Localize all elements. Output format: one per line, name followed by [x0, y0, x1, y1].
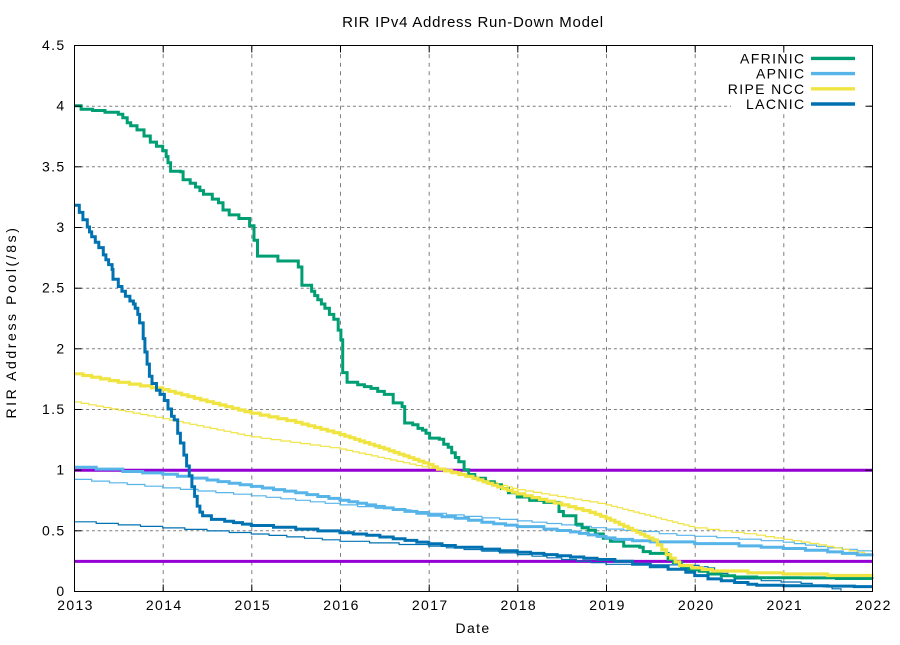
svg-text:RIR Address Pool(/8s): RIR Address Pool(/8s): [3, 225, 19, 418]
svg-text:2019: 2019: [589, 597, 626, 613]
svg-text:2020: 2020: [678, 597, 715, 613]
svg-text:Date: Date: [456, 620, 491, 636]
svg-text:RIPE NCC: RIPE NCC: [728, 81, 806, 97]
svg-text:APNIC: APNIC: [756, 66, 806, 82]
svg-text:2016: 2016: [323, 597, 360, 613]
svg-text:3.5: 3.5: [42, 158, 66, 174]
svg-text:2018: 2018: [501, 597, 538, 613]
svg-text:2013: 2013: [57, 597, 94, 613]
svg-text:1.5: 1.5: [42, 401, 66, 417]
svg-text:LACNIC: LACNIC: [746, 96, 805, 112]
svg-text:2014: 2014: [146, 597, 183, 613]
svg-text:RIR IPv4 Address Run-Down Mode: RIR IPv4 Address Run-Down Model: [342, 14, 604, 31]
svg-text:0: 0: [56, 583, 65, 599]
svg-text:0.5: 0.5: [42, 522, 66, 538]
svg-text:AFRINIC: AFRINIC: [740, 50, 805, 66]
svg-text:4: 4: [56, 98, 65, 114]
svg-text:2.5: 2.5: [42, 280, 66, 296]
svg-text:4.5: 4.5: [42, 37, 66, 53]
svg-text:2015: 2015: [235, 597, 272, 613]
svg-text:3: 3: [56, 219, 65, 235]
svg-text:2017: 2017: [412, 597, 449, 613]
svg-text:2: 2: [56, 340, 65, 356]
svg-text:2022: 2022: [855, 597, 892, 613]
svg-text:1: 1: [56, 462, 65, 478]
svg-text:2021: 2021: [767, 597, 804, 613]
